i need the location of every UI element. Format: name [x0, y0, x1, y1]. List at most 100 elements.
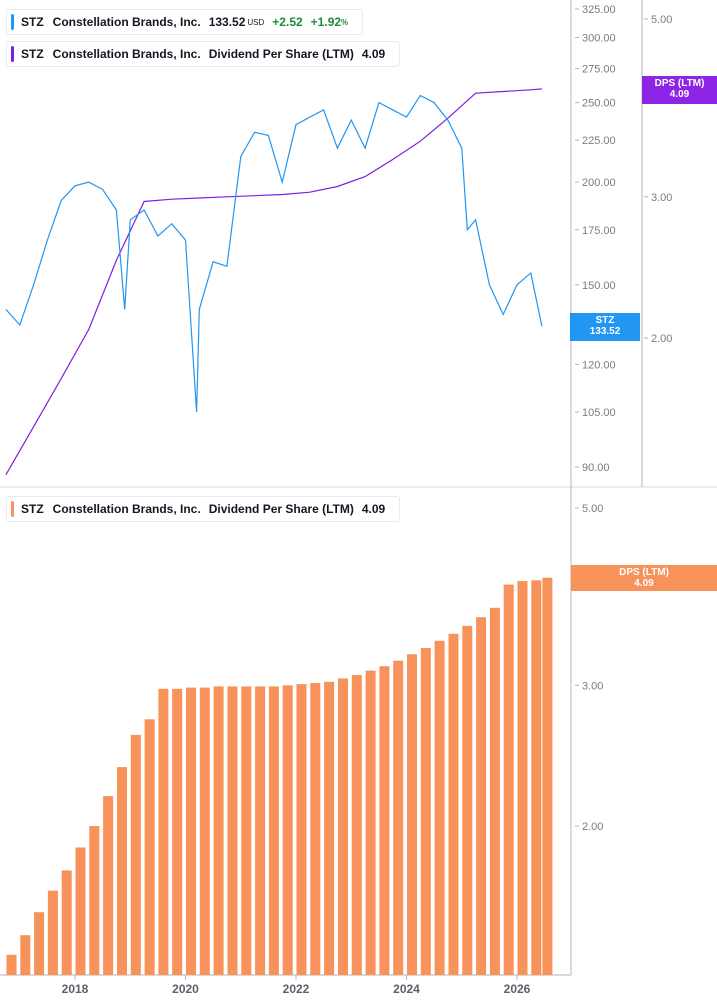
time-axis-ticks: 2018 2020 2022 2024 2026: [62, 975, 531, 996]
dps-bars: [6, 577, 553, 975]
dps-bar: [75, 847, 86, 975]
dps-bar: [517, 581, 528, 975]
dps-bar: [255, 686, 266, 975]
dps-bar: [324, 681, 335, 975]
dps-bar: [213, 686, 224, 975]
dps-bar: [462, 625, 473, 975]
legend-change-pct: +1.92: [310, 15, 342, 29]
dps-bar: [310, 683, 321, 975]
dps-badge-bottom-value: 4.09: [634, 578, 654, 589]
legend-price: 133.52: [208, 15, 246, 29]
dps-bar: [268, 686, 279, 975]
dps-legend-top[interactable]: STZ Constellation Brands, Inc. Dividend …: [6, 41, 401, 67]
dps-bar: [47, 890, 58, 975]
dps-bar: [172, 688, 183, 975]
price-axis-tick-label: 150.00: [582, 280, 616, 292]
dps-bar: [130, 734, 141, 975]
legend-value: 4.09: [361, 502, 386, 516]
dps-bar: [434, 640, 445, 975]
dps-bar: [296, 684, 307, 975]
dps-bar: [407, 654, 417, 975]
price-axis-tick-label: 275.00: [582, 64, 616, 76]
dps-axis-tick-label-top: 3.00: [651, 192, 672, 204]
dps-bar: [241, 686, 252, 975]
dps-bar: [448, 633, 459, 975]
time-axis-tick-label: 2018: [62, 982, 89, 996]
dps-legend-bottom-swatch: [11, 501, 14, 517]
dps-bar: [227, 686, 238, 975]
price-axis-tick-label: 175.00: [582, 225, 616, 237]
dps-badge-bottom: DPS (LTM) 4.09: [571, 565, 717, 591]
legend-company-name: Constellation Brands, Inc.: [52, 15, 201, 29]
dps-bar: [144, 719, 155, 975]
legend-metric: Dividend Per Share (LTM): [208, 47, 354, 61]
dps-bar: [34, 912, 45, 975]
dps-bar: [199, 687, 210, 975]
price-axis-tick-label: 90.00: [582, 462, 610, 474]
price-axis-tick-label: 200.00: [582, 177, 616, 189]
price-badge-label: STZ: [595, 315, 615, 326]
price-legend-swatch: [11, 14, 14, 30]
time-axis-tick-label: 2026: [504, 982, 531, 996]
dps-axis-tick-label-bottom: 5.00: [582, 503, 603, 515]
dps-badge-top: DPS (LTM) 4.09: [642, 76, 717, 104]
legend-ticker: STZ: [21, 15, 44, 29]
price-axis-tick-label: 120.00: [582, 359, 616, 371]
dps-badge-bottom-label: DPS (LTM): [619, 567, 669, 578]
dps-legend-bottom[interactable]: STZ Constellation Brands, Inc. Dividend …: [6, 496, 401, 522]
legend-value: 4.09: [361, 47, 386, 61]
legend-metric: Dividend Per Share (LTM): [208, 502, 354, 516]
dps-bar: [103, 796, 114, 975]
legend-change: +2.52: [272, 15, 303, 29]
price-line: [5, 94, 543, 413]
time-axis-tick-label: 2022: [283, 982, 310, 996]
dps-axis-ticks-bottom: 5.004.003.002.00: [575, 503, 603, 833]
dps-bar: [186, 687, 196, 975]
dps-legend-top-swatch: [11, 46, 14, 62]
price-axis-ticks: 325.00 300.00 275.00 250.00 225.00 200.00 175.…: [575, 4, 616, 474]
dps-axis-tick-label-top: 5.00: [651, 14, 672, 26]
price-legend[interactable]: STZ Constellation Brands, Inc. 133.52 US…: [6, 9, 364, 35]
legend-company-name: Constellation Brands, Inc.: [52, 47, 201, 61]
dps-bar: [379, 666, 390, 975]
dps-bar: [89, 826, 100, 975]
price-badge-value: 133.52: [589, 326, 621, 337]
legend-company-name: Constellation Brands, Inc.: [52, 502, 201, 516]
dps-badge-top-label: DPS (LTM): [654, 78, 705, 89]
price-axis-tick-label: 250.00: [582, 98, 616, 110]
dps-bar: [365, 670, 376, 975]
dps-bar: [20, 935, 31, 975]
dps-line: [5, 88, 542, 476]
legend-ticker: STZ: [21, 47, 44, 61]
dps-axis-tick-label-top: 2.00: [651, 333, 672, 345]
price-axis-tick-label: 300.00: [582, 33, 616, 45]
dps-bar: [282, 685, 293, 975]
dps-bar: [503, 584, 514, 975]
dps-bar: [531, 580, 542, 975]
dps-axis-ticks-top: 5.00 3.00 2.00: [644, 14, 672, 345]
dps-bar: [420, 648, 431, 975]
price-axis-tick-label: 105.00: [582, 407, 616, 419]
dps-bar: [542, 577, 553, 975]
dps-bar: [158, 688, 169, 975]
time-axis-tick-label: 2024: [393, 982, 420, 996]
dps-bar: [476, 617, 487, 975]
legend-currency: USD: [247, 17, 265, 27]
dps-bar: [6, 954, 17, 975]
price-axis-tick-label: 225.00: [582, 135, 616, 147]
dps-bar: [117, 767, 127, 975]
price-badge: STZ 133.52: [570, 313, 640, 341]
dps-bar: [489, 607, 500, 975]
legend-ticker: STZ: [21, 502, 44, 516]
time-axis-tick-label: 2020: [172, 982, 199, 996]
dps-bar: [351, 675, 362, 975]
dps-badge-top-value: 4.09: [669, 89, 690, 100]
price-axis-tick-label: 325.00: [582, 4, 616, 16]
dps-bar: [393, 660, 404, 975]
dps-bar: [338, 678, 348, 975]
dps-bar: [61, 870, 72, 975]
dps-axis-tick-label-bottom: 3.00: [582, 680, 603, 692]
legend-pct-sign: %: [341, 17, 349, 27]
dps-axis-tick-label-bottom: 2.00: [582, 821, 603, 833]
